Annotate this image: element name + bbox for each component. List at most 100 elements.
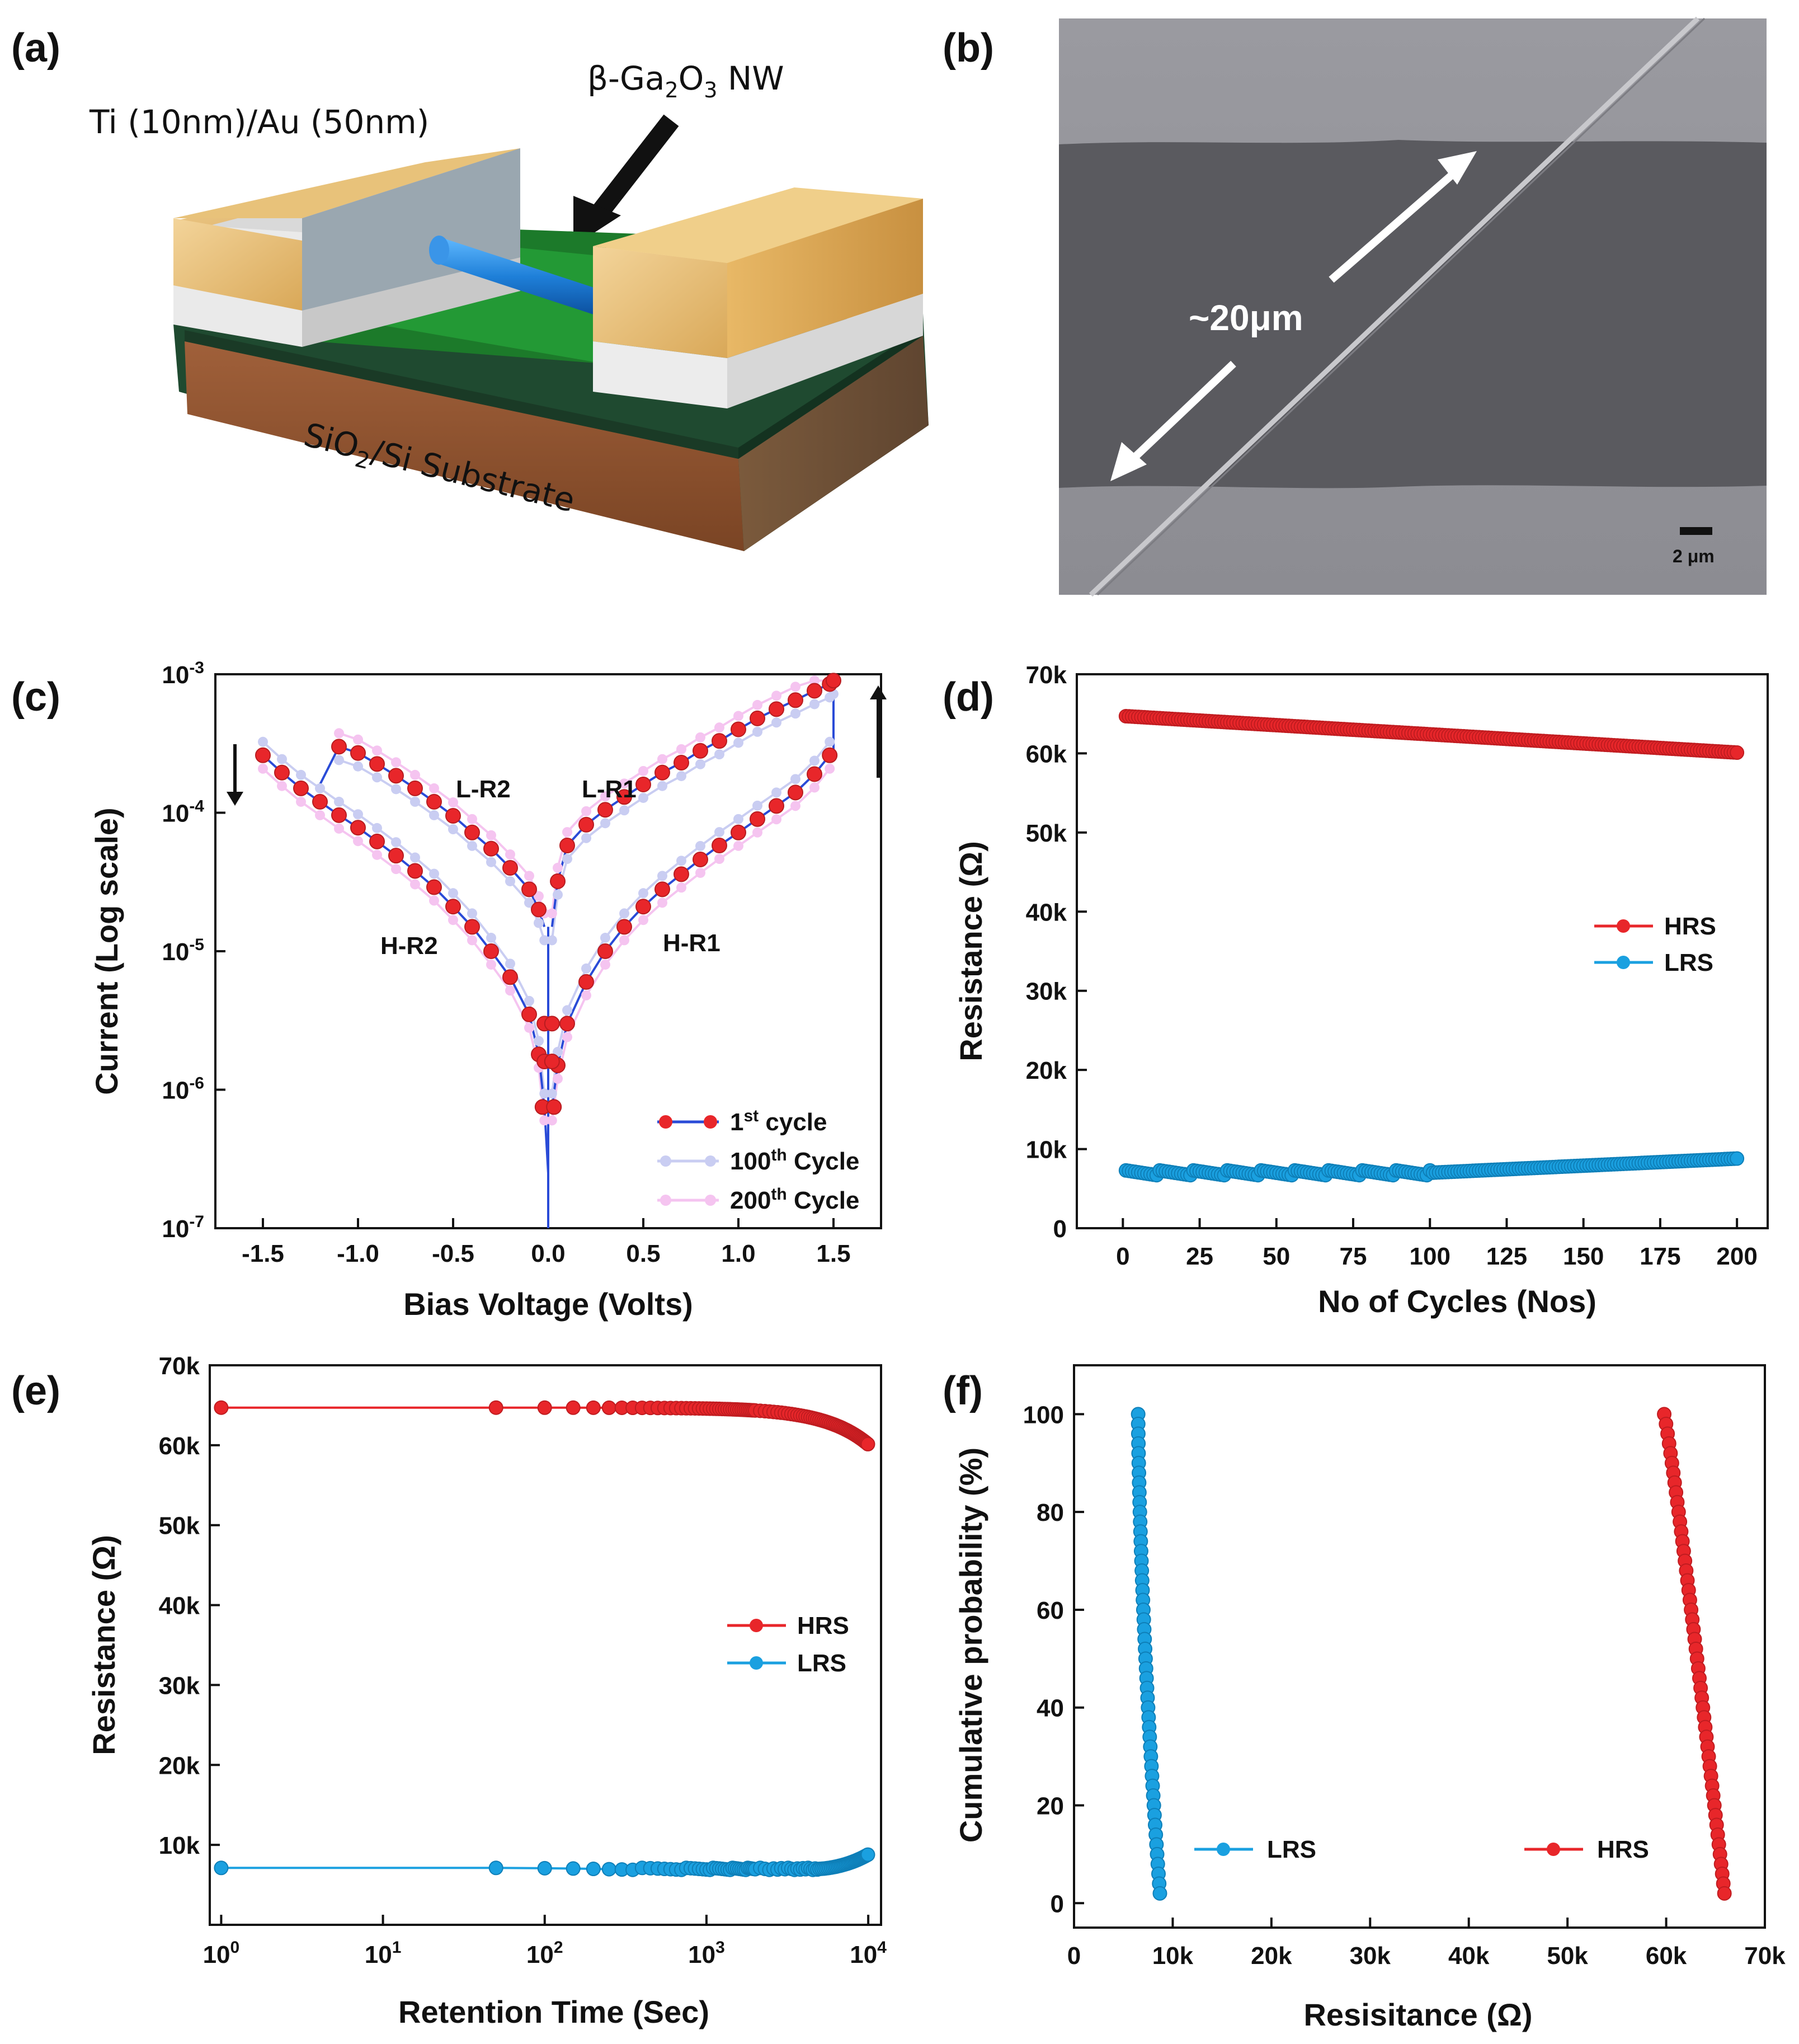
- chart-c-faint-point: [657, 898, 667, 908]
- chart-c-point: [597, 802, 613, 818]
- chart-e-lrs-point: [566, 1861, 581, 1876]
- chart-c-faint-point: [486, 959, 496, 970]
- chart-c-faint-point: [391, 784, 401, 795]
- chart-c-faint-point: [547, 935, 557, 946]
- chart-c-faint-point: [258, 736, 268, 747]
- chart-f-xtick-label: 50k: [1547, 1942, 1588, 1970]
- chart-c-ylabel: Current (Log scale): [89, 807, 124, 1094]
- chart-f-hrs-point: [1717, 1886, 1732, 1901]
- chart-d-xtick-label: 200: [1716, 1243, 1757, 1270]
- chart-c-point: [521, 1006, 537, 1022]
- chart-c-faint-point: [410, 769, 420, 780]
- chart-c-point: [293, 780, 309, 796]
- chart-c-faint-point: [353, 761, 363, 772]
- chart-e-xtick-label: 103: [688, 1938, 725, 1968]
- chart-c-faint-point: [547, 1115, 557, 1126]
- chart-c-faint-point: [809, 699, 820, 709]
- chart-c-faint-point: [467, 814, 477, 824]
- chart-e-ytick-label: 50k: [159, 1512, 200, 1540]
- chart-c-faint-point: [638, 915, 648, 925]
- chart-c-faint-point: [553, 889, 563, 900]
- chart-c-point: [693, 743, 708, 759]
- chart-e-ytick-label: 70k: [159, 1352, 200, 1380]
- chart-c-point: [274, 764, 290, 781]
- chart-c-faint-point: [619, 805, 629, 816]
- chart-c-faint-point: [429, 783, 439, 793]
- chart-e-lrs-point: [586, 1862, 601, 1876]
- chart-c-faint-point: [752, 699, 762, 710]
- chart-c-faint-point: [505, 985, 515, 996]
- chart-c-legend: 1st cycle 100th Cycle 200th Cycle: [657, 1107, 859, 1214]
- chart-c-point: [388, 848, 404, 864]
- chart-c-faint-point: [825, 763, 835, 774]
- chart-e-legend: HRS LRS: [727, 1612, 849, 1677]
- chart-d-xtick-label: 0: [1116, 1243, 1129, 1270]
- chart-d-ytick-label: 40k: [1026, 899, 1067, 926]
- chart-d-frame: [1076, 673, 1769, 1229]
- chart-c-faint-point: [714, 749, 724, 760]
- chart-f-xtick-label: 60k: [1646, 1942, 1687, 1970]
- chart-c-point: [483, 840, 499, 857]
- chart-c-point: [578, 816, 594, 833]
- chart-c-faint-point: [638, 765, 648, 776]
- chart-c-point: [312, 793, 328, 810]
- chart-c-faint-point: [581, 806, 591, 816]
- chart-c-faint-point: [353, 836, 363, 847]
- chart-c-1st-curve: [262, 754, 546, 1107]
- chart-c-faint-point: [562, 827, 572, 838]
- chart-e-ytick-label: 20k: [159, 1752, 200, 1779]
- panel-d-label: (d): [943, 675, 994, 720]
- chart-c-point: [521, 881, 537, 898]
- chart-c-point: [464, 919, 480, 935]
- panel-f-label: (f): [943, 1369, 983, 1413]
- chart-c-faint-point: [771, 787, 781, 798]
- chart-c-faint-point: [410, 852, 420, 863]
- chart-c-point: [712, 838, 727, 854]
- chart-c-faint-point: [277, 754, 287, 764]
- chart-e-xtick-label: 100: [203, 1938, 240, 1968]
- chart-f-xtick-label: 40k: [1448, 1942, 1490, 1970]
- chart-c-faint-point: [391, 757, 401, 768]
- chart-c-point: [502, 859, 518, 876]
- chart-f-ytick-label: 40: [1037, 1695, 1064, 1722]
- chart-c-faint-point: [581, 990, 591, 1000]
- chart-c-faint-point: [334, 796, 344, 807]
- chart-d-xtick-label: 175: [1640, 1243, 1680, 1270]
- chart-c-faint-point: [448, 824, 458, 834]
- chart-c-point: [822, 747, 838, 763]
- chart-c-faint-point: [771, 690, 781, 701]
- chart-c-point: [464, 824, 480, 840]
- nanowire-label: β-Ga2O3 NW: [587, 59, 784, 102]
- chart-d-xlabel: No of Cycles (Nos): [1318, 1284, 1597, 1319]
- chart-e-ytick-label: 60k: [159, 1432, 200, 1460]
- chart-f: (f) 0 10k 20k 30k 40k 50k 60k 70k 0 20 40 60 80 100 R…: [943, 1364, 1786, 2032]
- annot-hr1: H-R1: [663, 929, 720, 957]
- chart-c-faint-point: [372, 823, 382, 833]
- chart-c-faint-point: [505, 849, 515, 860]
- chart-c-faint-point: [372, 849, 382, 860]
- chart-e-hrs-point: [601, 1400, 616, 1415]
- chart-c-faint-point: [714, 827, 724, 838]
- scale-bar: [1680, 527, 1712, 535]
- chart-c-point: [369, 833, 385, 849]
- chart-d-xtick-label: 150: [1563, 1243, 1604, 1270]
- panel-c-label: (c): [11, 675, 60, 720]
- sem-nanowire: [1089, 16, 1700, 597]
- chart-c-point: [445, 899, 461, 915]
- chart-c-point: [255, 747, 271, 763]
- chart-c-faint-point: [733, 814, 743, 824]
- chart-c-point: [750, 811, 765, 827]
- chart-c-point: [616, 789, 632, 805]
- chart-c-point: [559, 838, 575, 854]
- legend-e-lrs: LRS: [797, 1650, 846, 1677]
- chart-c-faint-point: [429, 895, 439, 906]
- chart-c-faint-point: [600, 933, 610, 943]
- chart-f-frame: [1073, 1364, 1766, 1929]
- legend-f-hrs: HRS: [1597, 1836, 1649, 1863]
- chart-f-ylabel: Cumulative probability (%): [953, 1448, 988, 1843]
- chart-c-point: [445, 808, 461, 824]
- chart-c-faint-point: [581, 963, 591, 974]
- chart-f-lrs-point: [1152, 1886, 1167, 1901]
- chart-c-faint-point: [771, 814, 781, 825]
- legend-d-lrs: LRS: [1664, 949, 1713, 976]
